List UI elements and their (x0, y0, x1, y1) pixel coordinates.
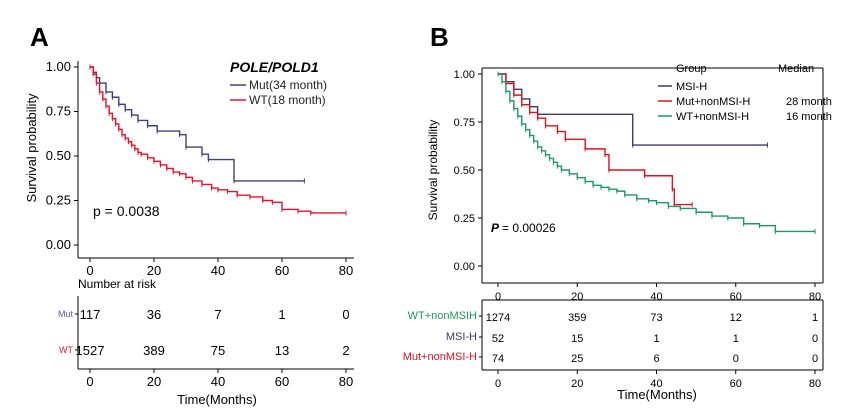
panel-b-x-tick-label: 80 (809, 291, 821, 303)
panel-b-y-tick-label: 1.00 (454, 69, 475, 81)
panel-a-y-tick-label: 0.50 (46, 148, 71, 163)
panel-b-series-group (497, 71, 816, 234)
panel-b-risk-row-label: MSI-H (446, 331, 477, 343)
panel-b-pvalue-value: = 0.00026 (502, 221, 556, 235)
panel-b-legend-median-header: Median (778, 63, 814, 75)
panel-b-series-mut_nonmsih-line (498, 73, 693, 206)
panel-a-x-tick-label: 20 (147, 263, 161, 278)
panel-a-risk-row-label: WT (59, 345, 73, 355)
panel-a-x-tick-label: 80 (339, 263, 353, 278)
panel-a-pvalue: p = 0.0038 (93, 203, 160, 219)
panel-a-risk-count: 13 (275, 343, 289, 358)
panel-a-risk-count: 36 (147, 307, 161, 322)
panel-a-risk-x-tick-label: 60 (275, 374, 289, 389)
panel-a-y-tick-label: 0.75 (46, 104, 71, 119)
panel-b-pvalue-label: P (491, 221, 500, 235)
panel-b-legend-mut: Mut+nonMSI-H (676, 96, 750, 108)
panel-a-risk-x-tick-label: 80 (339, 374, 353, 389)
panel-a-risk-count: 389 (143, 343, 165, 358)
panel-a-risk-x-tick-label: 40 (211, 374, 225, 389)
panel-a-y-tick-label: 1.00 (46, 59, 71, 74)
panel-b-y-tick-label: 0.50 (454, 165, 475, 177)
panel-a-legend: Mut(34 month) WT(18 month) (230, 78, 327, 107)
panel-a-x-tick-label: 0 (86, 263, 93, 278)
panel-a-risk-count: 2 (342, 343, 349, 358)
panel-a-risk-count: 1527 (76, 343, 105, 358)
panel-a-x-tick-label: 40 (211, 263, 225, 278)
panel-a-risk-title: Number at risk (78, 277, 157, 291)
panel-a-title: POLE/POLD1 (230, 59, 319, 75)
panel-b-label: B (430, 22, 449, 52)
panel-a-risk-x-tick-label: 0 (86, 374, 93, 389)
panel-b-xlabel: Time(Months) (617, 387, 697, 402)
panel-b-axes: 0.00 0.25 0.50 0.75 1.00 0 20 40 60 80 (454, 67, 824, 303)
panel-b-risk-x-tick-label: 40 (650, 378, 662, 390)
panel-a-risk-table: 0 20 40 60 80 Mut 117 36 7 1 0 WT 1527 389 75 13 2 (58, 296, 354, 389)
panel-a: A POLE/POLD1 0.000.250.500.751.000 20 40 60… (24, 22, 354, 407)
panel-b-risk-count: 0 (733, 353, 739, 365)
panel-b-x-tick-label: 40 (650, 291, 662, 303)
panel-b-legend: Group Median MSI-H Mut+nonMSI-H 28 month… (658, 63, 832, 123)
panel-a-series-mut-line (90, 66, 305, 182)
panel-b-risk-count: 0 (812, 333, 818, 345)
panel-b-risk-count: 74 (492, 353, 504, 365)
panel-b: B 0.000.250.500.751.000 20 40 60 80 Group Me… (403, 22, 832, 402)
panel-a-risk-row-label: Mut (58, 309, 74, 319)
panel-b-risk-count: 0 (812, 353, 818, 365)
panel-b-risk-x-tick-label: 80 (809, 378, 821, 390)
panel-a-risk-count: 1 (278, 307, 285, 322)
panel-b-y-tick-label: 0.00 (454, 261, 475, 273)
panel-b-series-msih-line (498, 73, 768, 146)
panel-b-risk-count: 1 (733, 333, 739, 345)
panel-a-label: A (30, 22, 49, 52)
panel-b-y-tick-label: 0.75 (454, 117, 475, 129)
panel-a-y-tick-label: 0.00 (46, 237, 71, 252)
panel-a-x-tick-label: 60 (275, 263, 289, 278)
panel-b-ylabel: Survival probability (426, 120, 440, 221)
panel-b-risk-count: 1274 (486, 312, 510, 324)
panel-a-axes: 0.00 0.25 0.50 0.75 1.00 0 20 40 60 80 (46, 59, 354, 278)
panel-b-risk-count: 15 (571, 333, 583, 345)
panel-b-x-tick-label: 60 (730, 291, 742, 303)
panel-b-legend-group-header: Group (676, 63, 707, 75)
panel-a-legend-mut: Mut(34 month) (249, 78, 327, 92)
panel-b-risk-count: 12 (730, 312, 742, 324)
panel-a-y-tick-label: 0.25 (46, 193, 71, 208)
panel-b-risk-x-tick-label: 20 (571, 378, 583, 390)
panel-b-risk-x-tick-label: 60 (730, 378, 742, 390)
panel-b-risk-count: 52 (492, 333, 504, 345)
panel-b-risk-count: 359 (568, 312, 586, 324)
panel-b-risk-count: 25 (571, 353, 583, 365)
panel-a-risk-x-tick-label: 20 (147, 374, 161, 389)
panel-a-risk-count: 7 (214, 307, 221, 322)
panel-a-risk-count: 75 (211, 343, 225, 358)
panel-a-legend-wt: WT(18 month) (249, 93, 326, 107)
panel-a-xlabel: Time(Months) (177, 392, 257, 407)
panel-b-x-tick-label: 20 (571, 291, 583, 303)
panel-a-risk-count: 117 (80, 307, 101, 322)
panel-b-x-tick-label: 0 (495, 291, 501, 303)
panel-b-risk-x-tick-label: 0 (495, 378, 501, 390)
panel-b-risk-row-label: WT+nonMSIH (408, 310, 477, 322)
panel-b-risk-count: 73 (650, 312, 662, 324)
panel-b-legend-wt-median: 16 month (786, 111, 832, 123)
panel-b-risk-row-label: Mut+nonMSI-H (403, 351, 477, 363)
panel-b-legend-wt: WT+nonMSI-H (676, 111, 749, 123)
panel-b-legend-msih: MSI-H (676, 81, 707, 93)
panel-b-y-tick-label: 0.25 (454, 213, 475, 225)
panel-b-risk-count: 1 (812, 312, 818, 324)
panel-a-series-group (89, 64, 347, 216)
panel-b-risk-count: 6 (653, 353, 659, 365)
panel-b-legend-mut-median: 28 month (786, 96, 832, 108)
panel-b-pvalue: P = 0.00026 (491, 221, 556, 235)
panel-b-risk-count: 1 (653, 333, 659, 345)
panel-a-risk-count: 0 (342, 307, 349, 322)
panel-a-ylabel: Survival probability (24, 93, 39, 203)
